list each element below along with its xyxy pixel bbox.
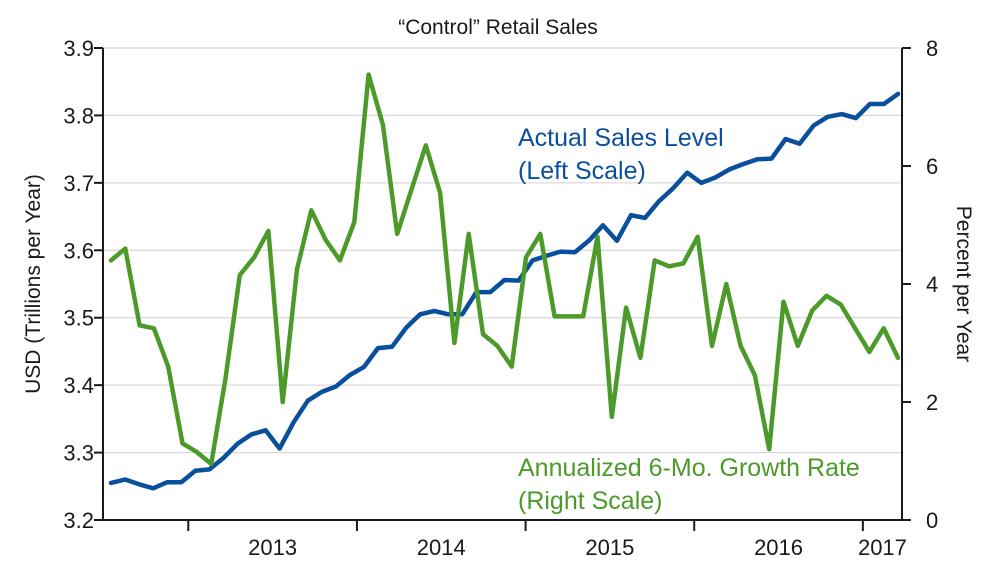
growth-rate-annotation: (Right Scale): [518, 487, 663, 515]
left-axis-ticks: 3.2 3.3 3.4 3.5 3.6 3.7 3.8 3.9: [63, 36, 103, 533]
right-axis-ticks: 0 2 4 6 8: [902, 36, 938, 533]
left-tick-label: 3.5: [63, 306, 94, 331]
left-tick-label: 3.8: [63, 103, 94, 128]
sales-level-line: [108, 91, 901, 491]
series-lines: [108, 72, 901, 491]
left-tick-label: 3.9: [63, 36, 94, 61]
x-year-label: 2014: [417, 535, 466, 560]
right-tick-label: 4: [926, 272, 938, 297]
x-year-label: 2015: [585, 535, 634, 560]
x-year-label: 2017: [858, 535, 907, 560]
growth-rate-line: [108, 72, 901, 467]
left-tick-label: 3.4: [63, 373, 94, 398]
right-tick-label: 6: [926, 154, 938, 179]
right-tick-label: 0: [926, 508, 938, 533]
right-tick-label: 8: [926, 36, 938, 61]
left-tick-label: 3.3: [63, 441, 94, 466]
left-tick-label: 3.6: [63, 238, 94, 263]
x-year-label: 2013: [248, 535, 297, 560]
right-axis-title: Percent per Year: [952, 206, 975, 362]
left-axis-title: USD (Trillions per Year): [22, 174, 45, 394]
sales-level-annotation: Actual Sales Level: [518, 124, 724, 152]
growth-rate-annotation: Annualized 6-Mo. Growth Rate: [518, 454, 860, 482]
series-annotations: Actual Sales Level (Left Scale) Annualized…: [518, 124, 860, 515]
x-year-label: 2016: [754, 535, 803, 560]
x-axis-ticks: 2013 2014 2015 2016 2017: [187, 520, 907, 560]
sales-level-annotation: (Left Scale): [518, 157, 646, 185]
chart-title: “Control” Retail Sales: [398, 16, 598, 39]
left-tick-label: 3.7: [63, 171, 94, 196]
right-tick-label: 2: [926, 390, 938, 415]
left-tick-label: 3.2: [63, 508, 94, 533]
